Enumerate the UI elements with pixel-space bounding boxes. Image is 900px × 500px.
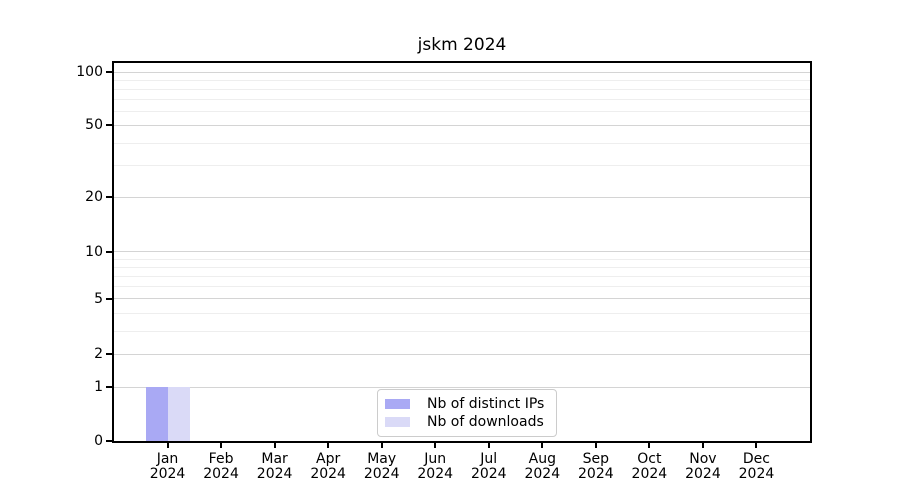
minor-gridline [114, 99, 810, 101]
legend-swatch-downloads [385, 417, 410, 427]
minor-gridline [114, 165, 810, 167]
x-axis-tick [755, 443, 758, 448]
x-axis-tick [434, 443, 437, 448]
minor-gridline [114, 286, 810, 288]
x-axis-tick [541, 443, 544, 448]
x-axis-tick-label: Feb 2024 [203, 452, 239, 482]
x-axis-tick-label: Jun 2024 [417, 452, 453, 482]
minor-gridline [114, 275, 810, 277]
major-gridline [114, 196, 810, 198]
minor-gridline [114, 88, 810, 90]
chart-title: jskm 2024 [417, 35, 507, 55]
minor-gridline [114, 142, 810, 144]
x-axis-tick-label: Oct 2024 [632, 452, 668, 482]
major-gridline [114, 124, 810, 126]
plot-area: 0 1 2 5 10 20 50 100 Jan 2024 Feb 2024 Mar 2024 Apr 202… [76, 61, 812, 482]
x-axis-tick [487, 443, 490, 448]
major-gridline [114, 353, 810, 355]
y-axis-tick [106, 353, 112, 356]
y-axis-tick [106, 71, 112, 74]
x-axis-tick-label: Jan 2024 [150, 452, 186, 482]
x-label-year: 2024 [203, 466, 239, 482]
x-label-month: Jul [480, 451, 498, 467]
x-label-year: 2024 [524, 466, 561, 482]
x-axis-tick [380, 443, 383, 448]
legend-item-downloads: Nb of downloads [385, 413, 544, 431]
major-gridline [114, 71, 810, 73]
y-axis-tick [106, 297, 112, 300]
minor-gridline [114, 110, 810, 112]
minor-gridline [114, 312, 810, 314]
x-axis-tick [166, 443, 169, 448]
minor-gridline [114, 330, 810, 332]
x-label-year: 2024 [310, 466, 346, 482]
y-axis-tick [106, 250, 112, 253]
y-axis-tick [106, 196, 112, 199]
legend-label-downloads: Nb of downloads [427, 414, 544, 430]
x-axis-tick-label: Mar 2024 [257, 452, 293, 482]
x-label-year: 2024 [363, 466, 400, 482]
major-gridline [114, 386, 810, 388]
minor-gridline [114, 266, 810, 268]
x-axis-tick [594, 443, 597, 448]
y-axis-tick-label: 100 [76, 64, 103, 81]
y-axis-tick-label: 0 [94, 433, 103, 449]
x-label-month: Mar [261, 451, 288, 467]
x-axis-tick [648, 443, 651, 448]
x-label-year: 2024 [149, 466, 186, 482]
x-label-month: Jan [156, 451, 179, 467]
minor-gridline [114, 258, 810, 260]
x-label-month: Sep [582, 451, 610, 467]
major-gridline [114, 251, 810, 253]
x-label-year: 2024 [578, 466, 614, 482]
y-axis-tick-label: 1 [94, 379, 103, 396]
y-axis-tick-label: 50 [85, 117, 103, 134]
x-axis-tick [327, 443, 330, 448]
x-axis-tick-label: Dec 2024 [739, 452, 775, 482]
x-label-month: Apr [316, 451, 341, 467]
x-label-year: 2024 [685, 466, 721, 482]
bar-nb-of-downloads-jan [167, 387, 190, 441]
y-axis-tick-label: 2 [94, 346, 103, 363]
x-axis-tick-label: Nov 2024 [685, 452, 721, 482]
y-axis-tick-label: 5 [94, 290, 103, 307]
y-axis-tick-label: 20 [85, 189, 103, 206]
x-label-month: Aug [528, 451, 556, 467]
y-axis-tick-label: 10 [85, 243, 103, 260]
x-label-year: 2024 [470, 466, 507, 482]
x-label-year: 2024 [738, 466, 775, 482]
legend: Nb of distinct IPs Nb of downloads [377, 389, 558, 437]
x-label-year: 2024 [417, 466, 454, 482]
x-axis-tick-label: Sep 2024 [578, 452, 614, 482]
x-axis-tick-label: Apr 2024 [310, 452, 346, 482]
major-gridline [114, 298, 810, 299]
x-label-month: Dec [742, 451, 770, 467]
x-label-month: Nov [689, 451, 717, 467]
legend-label-distinct-ips: Nb of distinct IPs [427, 396, 545, 412]
x-label-month: Feb [208, 451, 234, 467]
x-axis-tick-label: Jul 2024 [471, 452, 507, 482]
x-label-year: 2024 [256, 466, 293, 482]
x-label-month: Jun [424, 451, 447, 467]
x-axis-tick [220, 443, 223, 448]
x-label-month: Oct [637, 451, 662, 467]
y-axis-tick [106, 386, 112, 389]
x-axis-tick-label: May 2024 [364, 452, 400, 482]
y-axis-tick [106, 124, 112, 127]
bar-nb-of-distinct-ips-jan [145, 387, 168, 441]
legend-swatch-distinct-ips [385, 399, 410, 409]
x-label-month: May [367, 451, 397, 467]
x-axis-tick-label: Aug 2024 [524, 452, 560, 482]
y-axis-tick [106, 440, 112, 442]
x-label-year: 2024 [631, 466, 668, 482]
x-axis-tick [273, 443, 276, 448]
x-axis-tick [701, 443, 704, 448]
legend-item-distinct-ips: Nb of distinct IPs [385, 395, 544, 413]
minor-gridline [114, 79, 810, 81]
